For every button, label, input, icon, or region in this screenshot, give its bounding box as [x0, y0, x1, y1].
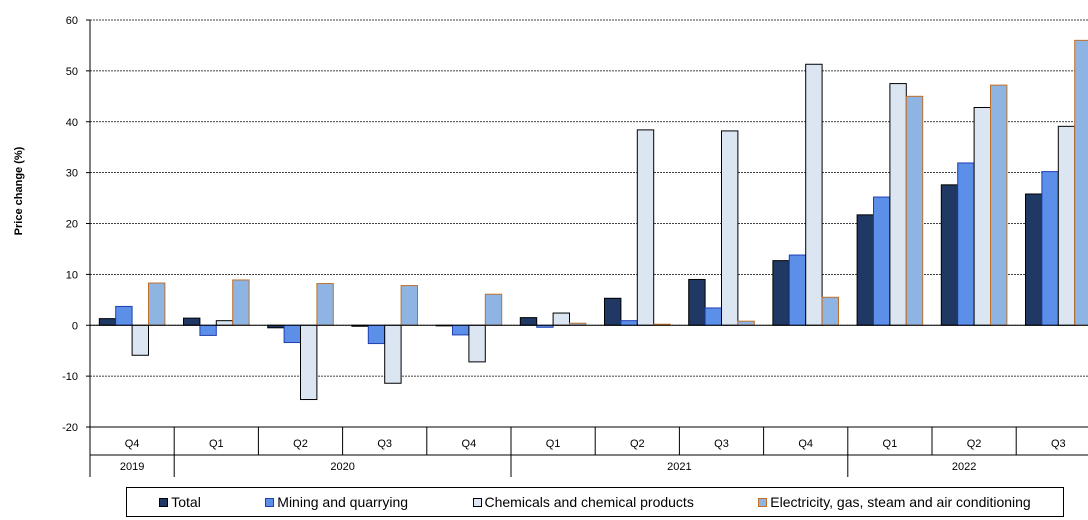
bar-mining-and-quarrying-7	[704, 307, 722, 326]
x-category-labels: Q4 Q1 Q2 Q3 Q4 Q1 Q2 Q3 Q4 Q1 Q2 Q3 2019 2020 2021 2022	[89, 427, 1088, 477]
grid-lines	[86, 19, 1088, 428]
bar-electricity-gas-steam-and-air-conditioning-11	[1074, 39, 1088, 326]
bar-total-6	[604, 297, 622, 326]
bar-chemicals-and-chemical-products-10	[973, 107, 991, 326]
bar-mining-and-quarrying-9	[873, 196, 891, 326]
x-tick-label: Q4	[798, 438, 813, 450]
x-tick-label: Q1	[546, 438, 561, 450]
y-tick-label: 30	[66, 168, 78, 180]
y-tick-label: 50	[66, 66, 78, 78]
bar-mining-and-quarrying-3	[367, 324, 386, 345]
bar-chemicals-and-chemical-products-9	[889, 83, 907, 326]
x-tick-label: Q3	[377, 438, 392, 450]
x-tick-label: Q2	[967, 438, 982, 450]
bar-chemicals-and-chemical-products-4	[468, 324, 486, 363]
bar-chemicals-and-chemical-products-6	[636, 129, 655, 326]
legend-swatch	[472, 497, 482, 507]
x-tick-label: Q1	[209, 438, 224, 450]
bar-chemicals-and-chemical-products-5	[552, 312, 570, 326]
bar-total-7	[688, 278, 706, 326]
legend-item: Mining and quarrying	[265, 494, 408, 510]
bar-mining-and-quarrying-2	[283, 324, 302, 344]
legend-swatch	[758, 497, 768, 507]
x-tick-label: Q2	[293, 438, 308, 450]
bar-chemicals-and-chemical-products-7	[721, 130, 739, 326]
legend-swatch	[159, 497, 169, 507]
y-axis-label: Price change (%)	[13, 146, 25, 235]
legend-item: Chemicals and chemical products	[472, 494, 694, 510]
bar-chemicals-and-chemical-products-1	[215, 320, 234, 326]
bar-mining-and-quarrying-11	[1041, 171, 1059, 326]
legend-item: Total	[159, 494, 201, 510]
y-tick-labels: -20 -10 0 10 20 30 40 50 60	[62, 15, 78, 434]
bar-total-0	[98, 318, 117, 326]
x-year-label: 2020	[330, 461, 354, 473]
bar-mining-and-quarrying-8	[788, 254, 807, 326]
y-tick-label: 0	[72, 320, 78, 332]
bar-mining-and-quarrying-10	[957, 162, 975, 326]
x-tick-label: Q4	[125, 438, 140, 450]
bar-chart: -20 -10 0 10 20 30 40 50 60 Q4 Q1 Q2 Q3 Q4 Q1 Q2 Q3 Q4 Q1…	[13, 15, 1088, 477]
bar-electricity-gas-steam-and-air-conditioning-8	[821, 296, 839, 326]
bar-electricity-gas-steam-and-air-conditioning-4	[484, 293, 503, 326]
y-tick-label: -10	[62, 371, 78, 383]
bar-electricity-gas-steam-and-air-conditioning-3	[400, 285, 419, 326]
legend-label: Electricity, gas, steam and air conditio…	[770, 494, 1031, 510]
y-tick-label: 10	[66, 269, 78, 281]
y-tick-label: 20	[66, 219, 78, 231]
legend: Total Mining and quarrying Chemicals and c…	[126, 487, 1064, 517]
bar-total-8	[772, 260, 790, 326]
legend-label: Total	[171, 494, 201, 510]
bar-chemicals-and-chemical-products-8	[805, 63, 823, 326]
bar-mining-and-quarrying-0	[115, 305, 133, 326]
bar-total-9	[856, 214, 874, 326]
legend-swatch	[265, 497, 275, 507]
legend-label: Mining and quarrying	[277, 494, 409, 510]
legend-item: Electricity, gas, steam and air conditio…	[758, 494, 1031, 510]
bar-total-5	[519, 317, 538, 326]
x-tick-label: Q2	[630, 438, 645, 450]
bar-mining-and-quarrying-4	[452, 324, 470, 336]
bar-electricity-gas-steam-and-air-conditioning-0	[148, 282, 166, 326]
bar-electricity-gas-steam-and-air-conditioning-2	[316, 283, 334, 326]
bar-electricity-gas-steam-and-air-conditioning-1	[232, 279, 250, 326]
bar-electricity-gas-steam-and-air-conditioning-10	[990, 84, 1008, 326]
legend-label: Chemicals and chemical products	[484, 494, 694, 510]
bars	[98, 39, 1088, 401]
bar-total-1	[183, 317, 201, 326]
bar-total-11	[1025, 193, 1043, 326]
bar-mining-and-quarrying-1	[199, 324, 217, 336]
bar-chemicals-and-chemical-products-11	[1057, 125, 1076, 326]
bar-chemicals-and-chemical-products-0	[131, 324, 150, 356]
bar-chemicals-and-chemical-products-2	[300, 324, 318, 401]
bar-electricity-gas-steam-and-air-conditioning-9	[905, 95, 924, 326]
bar-mining-and-quarrying-6	[620, 320, 638, 326]
bar-chemicals-and-chemical-products-3	[384, 324, 402, 384]
y-tick-label: 40	[66, 117, 78, 129]
bar-total-10	[940, 184, 959, 326]
x-tick-label: Q1	[883, 438, 898, 450]
y-tick-label: -20	[62, 422, 78, 434]
x-year-label: 2021	[667, 461, 691, 473]
x-tick-label: Q3	[1051, 438, 1066, 450]
x-tick-label: Q3	[714, 438, 729, 450]
x-tick-label: Q4	[462, 438, 477, 450]
x-year-label: 2022	[952, 461, 976, 473]
x-year-label: 2019	[120, 461, 144, 473]
y-tick-label: 60	[66, 15, 78, 27]
axes	[89, 20, 1088, 428]
bar-electricity-gas-steam-and-air-conditioning-7	[737, 320, 755, 326]
